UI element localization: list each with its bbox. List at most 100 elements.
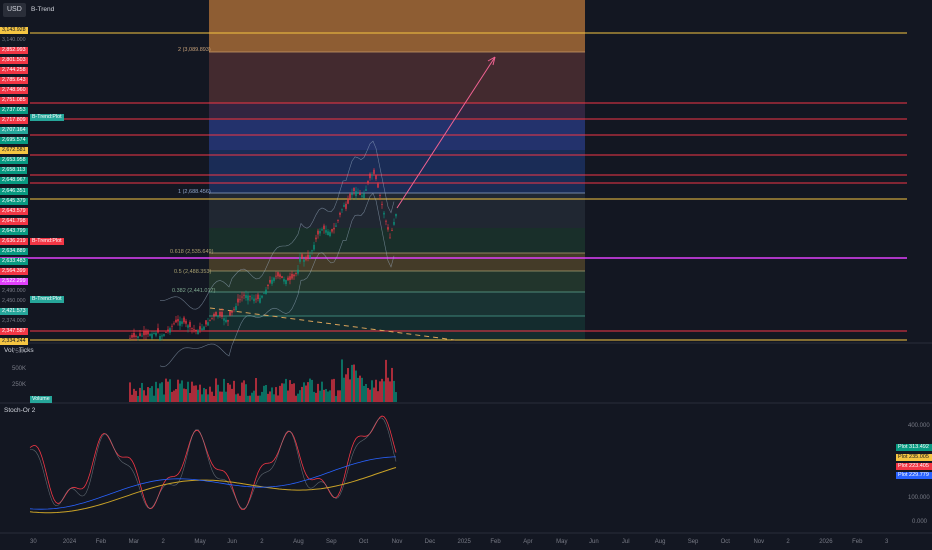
- volume-bar-128: [385, 359, 387, 402]
- volume-bar-111: [351, 364, 353, 402]
- candle-body-62: [253, 298, 255, 302]
- candle-body-94: [317, 230, 319, 235]
- volume-bar-8: [145, 395, 147, 402]
- volume-bar-17: [163, 394, 165, 402]
- price-axis-label-7: 2,751.085: [0, 97, 28, 105]
- volume-bar-26: [181, 380, 183, 402]
- candle-body-117: [363, 193, 365, 198]
- volume-bar-82: [293, 383, 295, 402]
- price-axis-label-10: 2,707.164: [0, 127, 28, 135]
- candle-body-112: [353, 187, 355, 192]
- candle-body-10: [149, 334, 151, 336]
- volume-bar-76: [281, 383, 283, 402]
- stoch-pane-title[interactable]: Stoch-Or 2: [4, 407, 36, 414]
- volume-bar-30: [189, 392, 191, 402]
- candle-body-106: [341, 209, 343, 211]
- candle-body-77: [283, 279, 285, 282]
- volume-tag: Volume: [30, 396, 52, 403]
- volume-bar-28: [185, 389, 187, 402]
- volume-bar-117: [363, 385, 365, 402]
- volume-bar-104: [337, 390, 339, 402]
- price-axis-label-12: 2,672.581: [0, 147, 28, 155]
- price-axis-label-8: 2,737.053: [0, 107, 28, 115]
- candle-body-4: [137, 336, 139, 338]
- stoch-axis-0: 0.000: [912, 519, 928, 525]
- indicator-name-btrend[interactable]: B-Trend: [31, 6, 55, 13]
- candle-body-114: [357, 193, 359, 194]
- candle-body-102: [333, 227, 335, 230]
- candle-body-58: [245, 295, 247, 299]
- volume-bar-108: [345, 374, 347, 402]
- candle-body-0: [129, 337, 131, 339]
- volume-bar-44: [217, 384, 219, 402]
- candle-body-83: [295, 273, 297, 274]
- volume-bar-98: [325, 389, 327, 402]
- candle-body-91: [311, 250, 313, 252]
- candle-body-47: [223, 318, 225, 321]
- volume-bar-83: [295, 395, 297, 402]
- volume-bar-132: [393, 380, 395, 402]
- candle-body-11: [151, 333, 153, 339]
- volume-bar-57: [243, 380, 245, 402]
- time-axis-label-7: 2: [260, 539, 264, 545]
- volume-bar-67: [263, 385, 265, 402]
- fib-zone-9: [209, 292, 585, 316]
- candle-body-57: [243, 294, 245, 296]
- volume-bar-12: [153, 395, 155, 402]
- candle-body-66: [261, 295, 263, 298]
- candle-body-55: [239, 299, 241, 301]
- candle-body-9: [147, 331, 149, 335]
- candle-body-105: [339, 212, 341, 215]
- stoch-line-yellow: [29, 467, 397, 514]
- fib-label-2: 2 (3,089.893): [178, 47, 211, 53]
- price-axis-label-29: 2,374.000: [2, 317, 26, 324]
- volume-bar-118: [365, 384, 367, 402]
- candle-body-29: [187, 325, 189, 328]
- volume-bar-70: [269, 391, 271, 402]
- currency-button[interactable]: USD: [3, 3, 26, 17]
- candle-body-70: [269, 279, 271, 283]
- time-axis-label-18: Jul: [621, 539, 630, 545]
- volume-bar-62: [253, 390, 255, 402]
- price-axis-label-30: 2,347.587: [0, 327, 28, 335]
- time-axis-label-9: Sep: [325, 539, 337, 545]
- candle-body-109: [347, 198, 349, 204]
- volume-bar-24: [177, 379, 179, 402]
- candle-body-59: [247, 295, 249, 301]
- candle-body-87: [303, 259, 305, 262]
- fib-label-0382: 0.382 (2,441.017): [172, 288, 216, 294]
- volume-pane-title[interactable]: Vol · Ticks: [4, 347, 34, 354]
- candle-body-39: [207, 322, 209, 326]
- volume-bar-71: [271, 387, 273, 402]
- volume-bar-106: [341, 359, 343, 402]
- volume-axis-250k: 250K: [12, 382, 27, 388]
- candle-body-17: [163, 334, 165, 336]
- candle-body-42: [213, 313, 215, 317]
- candle-body-14: [157, 328, 159, 333]
- candle-body-128: [385, 220, 387, 222]
- projection-arrowhead: [487, 56, 496, 66]
- volume-bar-53: [235, 394, 237, 402]
- candle-body-85: [299, 257, 301, 262]
- volume-bar-42: [213, 395, 215, 402]
- volume-bar-13: [155, 381, 157, 402]
- volume-bar-31: [191, 381, 193, 402]
- volume-bar-35: [199, 384, 201, 402]
- candle-body-97: [323, 225, 325, 230]
- time-axis-label-20: Sep: [687, 539, 699, 545]
- candle-body-6: [141, 335, 143, 337]
- candle-body-130: [389, 237, 391, 239]
- candle-body-116: [361, 195, 363, 197]
- candle-body-72: [273, 277, 275, 281]
- volume-bar-58: [245, 384, 247, 402]
- time-axis-label-15: Apr: [523, 539, 533, 545]
- candle-body-24: [177, 319, 179, 322]
- fib-zone-7: [209, 253, 585, 271]
- candle-body-103: [335, 225, 337, 227]
- fib-zone-4: [209, 150, 585, 193]
- time-axis-label-25: Feb: [852, 539, 863, 545]
- candle-body-26: [181, 321, 183, 324]
- volume-bar-6: [141, 382, 143, 402]
